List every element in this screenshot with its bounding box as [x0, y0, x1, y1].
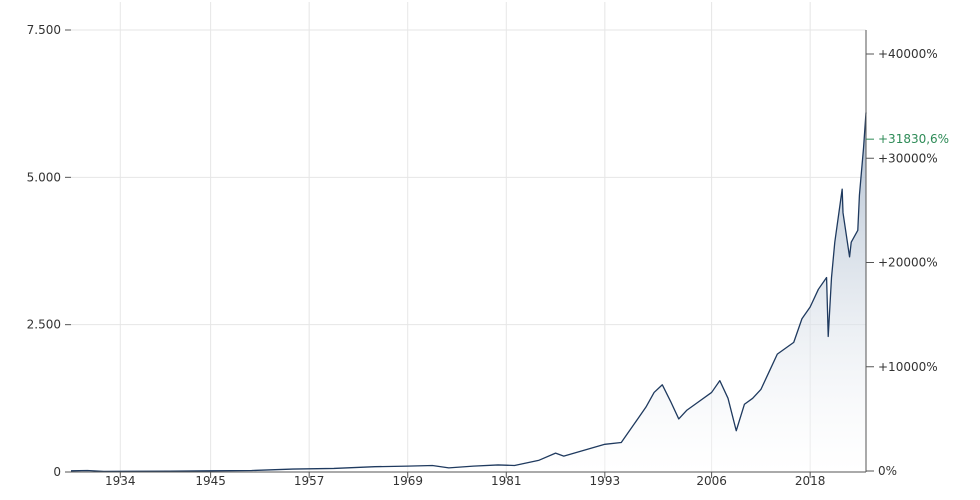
current-value-label: +31830,6%	[878, 132, 949, 146]
y-tick-label-1: 2.500	[27, 318, 61, 332]
pct-tick-label-4: +40000%	[878, 47, 938, 61]
x-tick-label-1: 1945	[195, 474, 226, 488]
tick-labels: 0 2.500 5.000 7.500 1934 1945 1957 1969 1981 1993…	[27, 23, 949, 488]
x-tick-label-2: 1957	[294, 474, 325, 488]
pct-tick-label-0: 0%	[878, 464, 897, 478]
pct-tick-label-2: +20000%	[878, 256, 938, 270]
x-tick-label-0: 1934	[105, 474, 136, 488]
pct-tick-label-1: +10000%	[878, 360, 938, 374]
axes	[65, 29, 874, 478]
y-tick-label-3: 7.500	[27, 23, 61, 37]
series-area-0	[71, 112, 866, 472]
x-tick-label-6: 2006	[696, 474, 727, 488]
x-tick-label-7: 2018	[795, 474, 826, 488]
plot-area	[70, 112, 867, 473]
gridlines	[71, 2, 866, 473]
x-tick-label-3: 1969	[392, 474, 423, 488]
x-tick-label-4: 1981	[491, 474, 522, 488]
x-tick-label-5: 1993	[590, 474, 621, 488]
series-line-0	[70, 112, 867, 473]
pct-tick-label-3: +30000%	[878, 151, 938, 165]
y-tick-label-2: 5.000	[27, 170, 61, 184]
y-tick-label-0: 0	[53, 465, 61, 479]
